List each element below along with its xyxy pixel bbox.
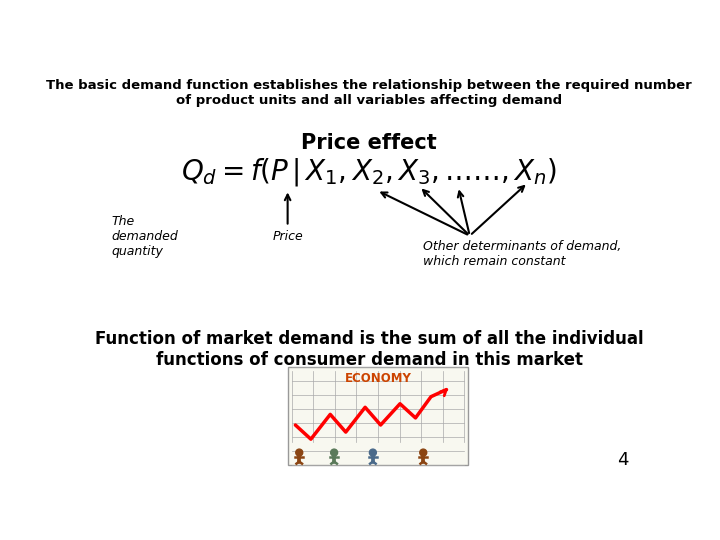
Text: 4: 4 <box>617 451 629 469</box>
Text: Other determinants of demand,
which remain constant: Other determinants of demand, which rema… <box>423 240 621 268</box>
Circle shape <box>420 449 427 456</box>
Text: Price effect: Price effect <box>301 132 437 153</box>
Text: Price: Price <box>272 231 303 244</box>
Circle shape <box>296 449 302 456</box>
Text: Function of market demand is the sum of all the individual
functions of consumer: Function of market demand is the sum of … <box>95 330 643 369</box>
Circle shape <box>330 449 338 456</box>
Text: The basic demand function establishes the relationship between the required numb: The basic demand function establishes th… <box>46 79 692 107</box>
Circle shape <box>369 449 377 456</box>
Bar <box>287 367 468 465</box>
Text: $Q_d = f(P\,|\,X_1, X_2, X_3, \ldots\ldots, X_n)$: $Q_d = f(P\,|\,X_1, X_2, X_3, \ldots\ldo… <box>181 156 557 188</box>
Text: The
demanded
quantity: The demanded quantity <box>112 215 179 258</box>
Text: ECONOMY: ECONOMY <box>344 372 411 385</box>
